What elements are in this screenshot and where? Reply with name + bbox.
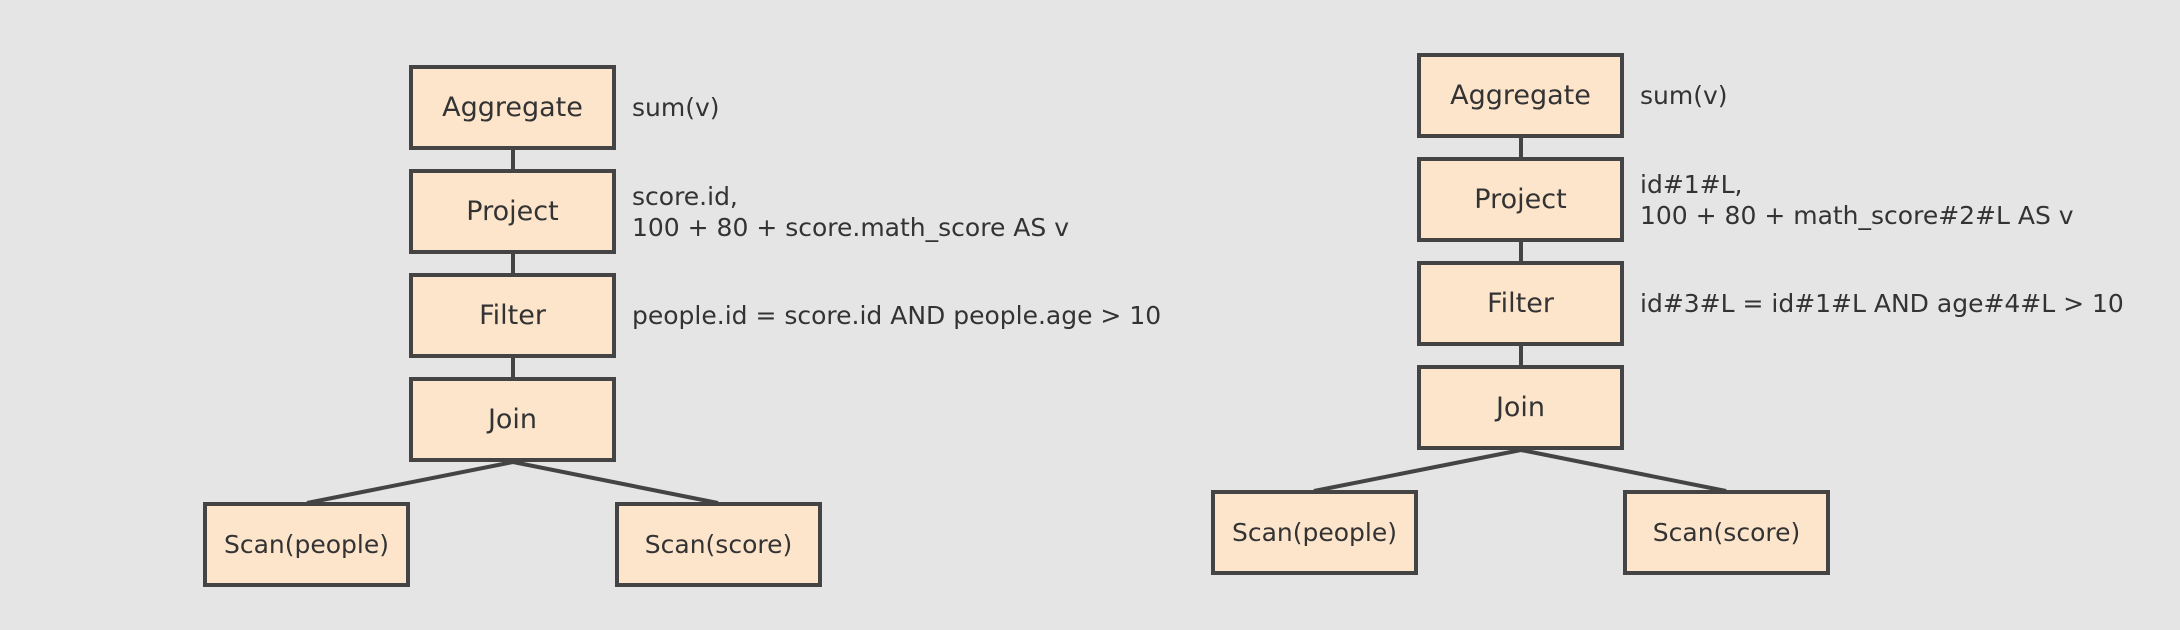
edge-join-scan-score xyxy=(512,460,719,505)
aggregate-annotation: sum(v) xyxy=(1640,80,1728,111)
annotation-line: 100 + 80 + score.math_score AS v xyxy=(632,213,1069,242)
plan-1-edges xyxy=(306,150,719,505)
filter-annotation: people.id = score.id AND people.age > 10 xyxy=(632,300,1161,331)
aggregate-annotation: sum(v) xyxy=(632,92,720,123)
edge-join-scan-people xyxy=(306,460,514,505)
scan-people-node: Scan(people) xyxy=(203,502,410,587)
annotation-line: 100 + 80 + math_score#2#L AS v xyxy=(1640,201,2074,230)
project-annotation: score.id, 100 + 80 + score.math_score AS… xyxy=(632,181,1069,243)
edge-join-scan-people xyxy=(1313,448,1522,493)
filter-node: Filter xyxy=(1417,261,1624,346)
project-node: Project xyxy=(1417,157,1624,242)
edge-join-scan-score xyxy=(1520,448,1727,493)
filter-node: Filter xyxy=(409,273,616,358)
annotation-line: id#3#L = id#1#L AND age#4#L > 10 xyxy=(1640,289,2124,318)
project-node: Project xyxy=(409,169,616,254)
aggregate-node: Aggregate xyxy=(1417,53,1624,138)
annotation-line: id#1#L, xyxy=(1640,170,1743,199)
join-node: Join xyxy=(1417,365,1624,450)
join-node: Join xyxy=(409,377,616,462)
scan-score-node: Scan(score) xyxy=(1623,490,1830,575)
annotation-line: sum(v) xyxy=(1640,81,1728,110)
project-annotation: id#1#L, 100 + 80 + math_score#2#L AS v xyxy=(1640,169,2074,231)
aggregate-node: Aggregate xyxy=(409,65,616,150)
scan-people-node: Scan(people) xyxy=(1211,490,1418,575)
scan-score-node: Scan(score) xyxy=(615,502,822,587)
annotation-line: score.id, xyxy=(632,182,738,211)
annotation-line: people.id = score.id AND people.age > 10 xyxy=(632,301,1162,330)
plan-2-edges xyxy=(1313,138,1727,493)
filter-annotation: id#3#L = id#1#L AND age#4#L > 10 xyxy=(1640,288,2124,319)
annotation-line: sum(v) xyxy=(632,93,720,122)
